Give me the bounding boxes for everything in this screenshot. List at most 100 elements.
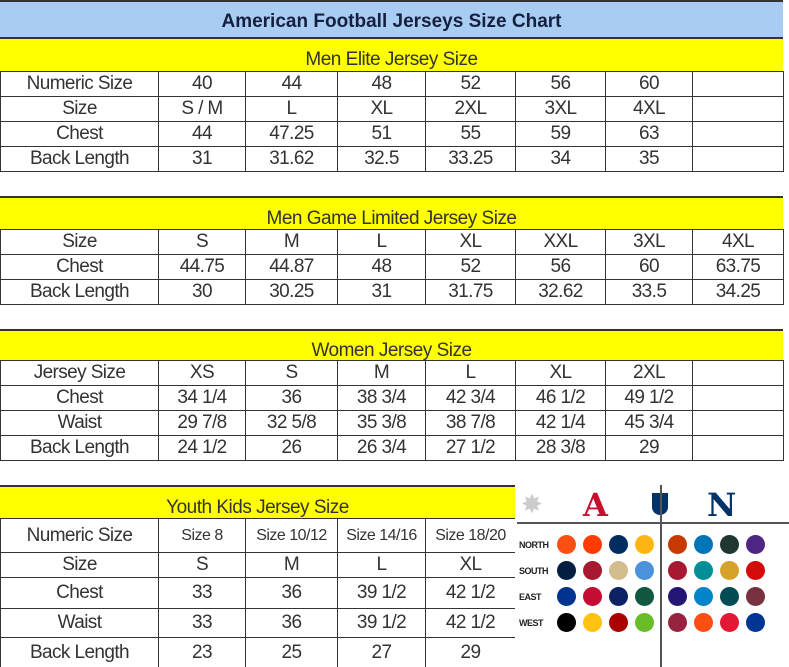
table-cell: 30	[158, 279, 246, 305]
division-label: EAST	[519, 592, 542, 602]
table-cell: 39 1/2	[337, 577, 426, 609]
table-cell: 49 1/2	[605, 385, 693, 411]
row-label: Back Length	[0, 279, 159, 305]
table-cell: 33	[158, 608, 246, 638]
table-cell: 3XL	[515, 96, 606, 122]
table-row: Chest 34 1/4 36 38 3/4 42 3/4 46 1/2 49 1/2	[0, 385, 784, 411]
table-cell: 60	[605, 71, 693, 97]
team-logo-icon	[746, 613, 765, 632]
team-logo-icon	[635, 561, 654, 580]
men-game-section: Men Game Limited Jersey Size Size S M L XL XX…	[0, 196, 784, 305]
table-cell: 2XL	[605, 360, 693, 386]
table-cell: 45 3/4	[605, 410, 693, 436]
team-logo-icon	[720, 561, 739, 580]
table-cell: 46 1/2	[515, 385, 606, 411]
table-cell: 31	[337, 279, 426, 305]
row-label: Waist	[0, 410, 159, 436]
table-cell: L	[337, 552, 426, 578]
youth-section: Youth Kids Jersey Size Numeric Size Size …	[0, 485, 516, 667]
team-logo-icon	[668, 535, 687, 554]
table-cell: 42 1/4	[515, 410, 606, 436]
team-logo-icon	[746, 587, 765, 606]
row-label: Back Length	[0, 146, 159, 172]
table-cell: 27 1/2	[425, 435, 516, 461]
team-logo-icon	[694, 535, 713, 554]
table-cell: 31.62	[245, 146, 338, 172]
team-logo-icon	[557, 613, 576, 632]
women-table: Jersey Size XS S M L XL 2XL Chest 34 1/4 36 38 3/4…	[0, 360, 784, 461]
team-logo-icon	[557, 535, 576, 554]
row-label: Numeric Size	[0, 71, 159, 97]
table-cell: 63.75	[692, 254, 784, 280]
table-cell: M	[337, 360, 426, 386]
table-cell: S	[245, 360, 338, 386]
team-logo-icon	[746, 561, 765, 580]
table-cell	[692, 146, 784, 172]
table-cell: 63	[605, 121, 693, 147]
table-row: Waist 33 36 39 1/2 42 1/2	[0, 608, 516, 638]
table-cell: 52	[425, 71, 516, 97]
table-cell: 2XL	[425, 96, 516, 122]
division-label: NORTH	[519, 540, 549, 550]
table-cell: 34	[515, 146, 606, 172]
team-logo-icon	[609, 613, 628, 632]
table-cell: M	[245, 552, 338, 578]
team-logo-icon	[720, 613, 739, 632]
table-cell: 3XL	[605, 229, 693, 255]
table-cell: 36	[245, 577, 338, 609]
row-label: Chest	[0, 121, 159, 147]
nfc-logo: N	[707, 486, 737, 524]
table-cell	[692, 96, 784, 122]
team-logo-icon	[694, 561, 713, 580]
table-cell: XS	[158, 360, 246, 386]
division-label: SOUTH	[519, 566, 549, 576]
row-label: Back Length	[0, 637, 159, 667]
team-logo-icon	[609, 535, 628, 554]
star-icon: ✸	[521, 489, 543, 519]
table-cell: 48	[337, 254, 426, 280]
table-cell: L	[245, 96, 338, 122]
table-cell: 48	[337, 71, 426, 97]
table-row: Back Length 31 31.62 32.5 33.25 34 35	[0, 146, 784, 172]
table-row: Jersey Size XS S M L XL 2XL	[0, 360, 784, 386]
table-cell: 26	[245, 435, 338, 461]
table-cell: 27	[337, 637, 426, 667]
team-logo-icon	[668, 613, 687, 632]
team-logo-icon	[583, 535, 602, 554]
team-logo-icon	[694, 587, 713, 606]
table-cell: 52	[425, 254, 516, 280]
team-logo-icon	[583, 587, 602, 606]
team-logo-icon	[720, 587, 739, 606]
table-cell: S	[158, 229, 246, 255]
table-row: Size S / M L XL 2XL 3XL 4XL	[0, 96, 784, 122]
table-cell: 32 5/8	[245, 410, 338, 436]
row-label: Size	[0, 96, 159, 122]
table-cell: S	[158, 552, 246, 578]
table-row: Numeric Size Size 8 Size 10/12 Size 14/16 Si…	[0, 518, 516, 553]
table-cell: 35	[605, 146, 693, 172]
team-logo-icon	[609, 561, 628, 580]
table-cell: 29 7/8	[158, 410, 246, 436]
row-label: Chest	[0, 254, 159, 280]
table-row: Back Length 23 25 27 29	[0, 637, 516, 667]
table-cell: 44.75	[158, 254, 246, 280]
table-cell: 28 3/8	[515, 435, 606, 461]
table-cell	[692, 435, 784, 461]
table-cell: XL	[515, 360, 606, 386]
table-row: Back Length 30 30.25 31 31.75 32.62 33.5 34.25	[0, 279, 784, 305]
table-cell: 38 7/8	[425, 410, 516, 436]
row-label: Size	[0, 552, 159, 578]
men-elite-section: Men Elite Jersey Size Numeric Size 40 44 48…	[0, 37, 784, 172]
table-cell: 33.25	[425, 146, 516, 172]
table-cell: 36	[245, 608, 338, 638]
table-cell: 29	[425, 637, 516, 667]
table-cell: 42 3/4	[425, 385, 516, 411]
table-cell: Size 8	[158, 518, 246, 553]
team-logo-icon	[635, 587, 654, 606]
table-cell: Size 18/20	[425, 518, 516, 553]
table-cell: 42 1/2	[425, 577, 516, 609]
table-cell: M	[245, 229, 338, 255]
table-cell: 31	[158, 146, 246, 172]
table-row: Waist 29 7/8 32 5/8 35 3/8 38 7/8 42 1/4 45 3/…	[0, 410, 784, 436]
row-label: Waist	[0, 608, 159, 638]
